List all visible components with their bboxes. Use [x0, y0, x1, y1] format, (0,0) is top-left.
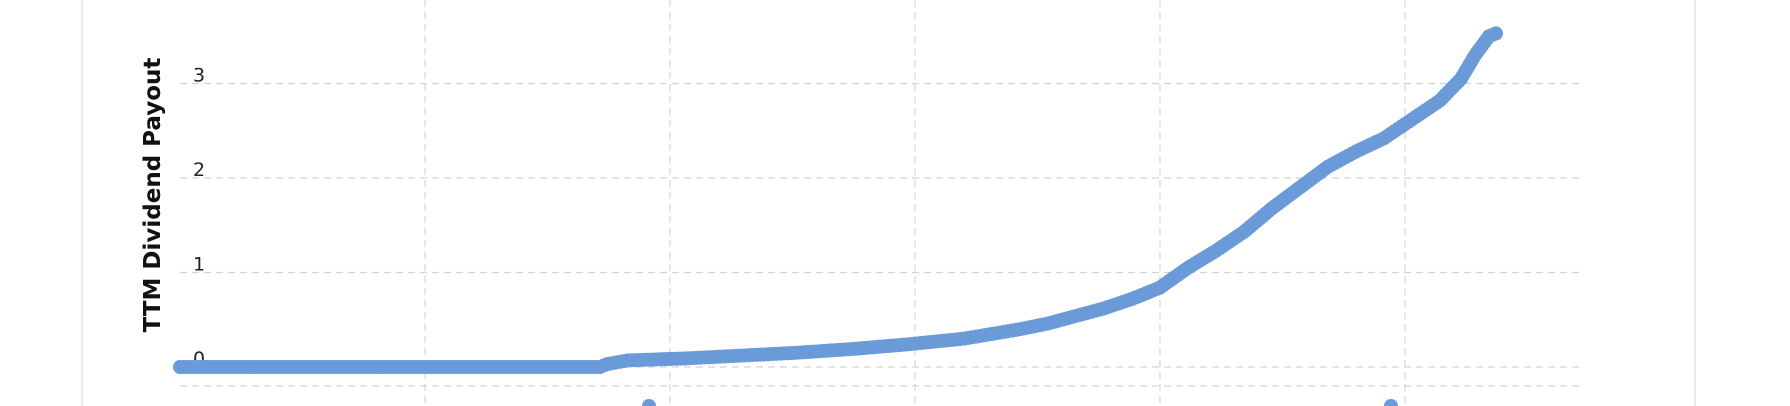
y-tick-label-3: 3: [193, 65, 205, 87]
data-point-353: [1489, 26, 1503, 41]
data-points: [173, 26, 1503, 406]
y-axis-label: TTM Dividend Payout: [140, 58, 166, 333]
y-tick-label-2: 2: [193, 159, 205, 181]
partial-marker-1: [1384, 399, 1398, 406]
y-tick-label-1: 1: [193, 254, 205, 276]
partial-marker-0: [642, 399, 656, 406]
